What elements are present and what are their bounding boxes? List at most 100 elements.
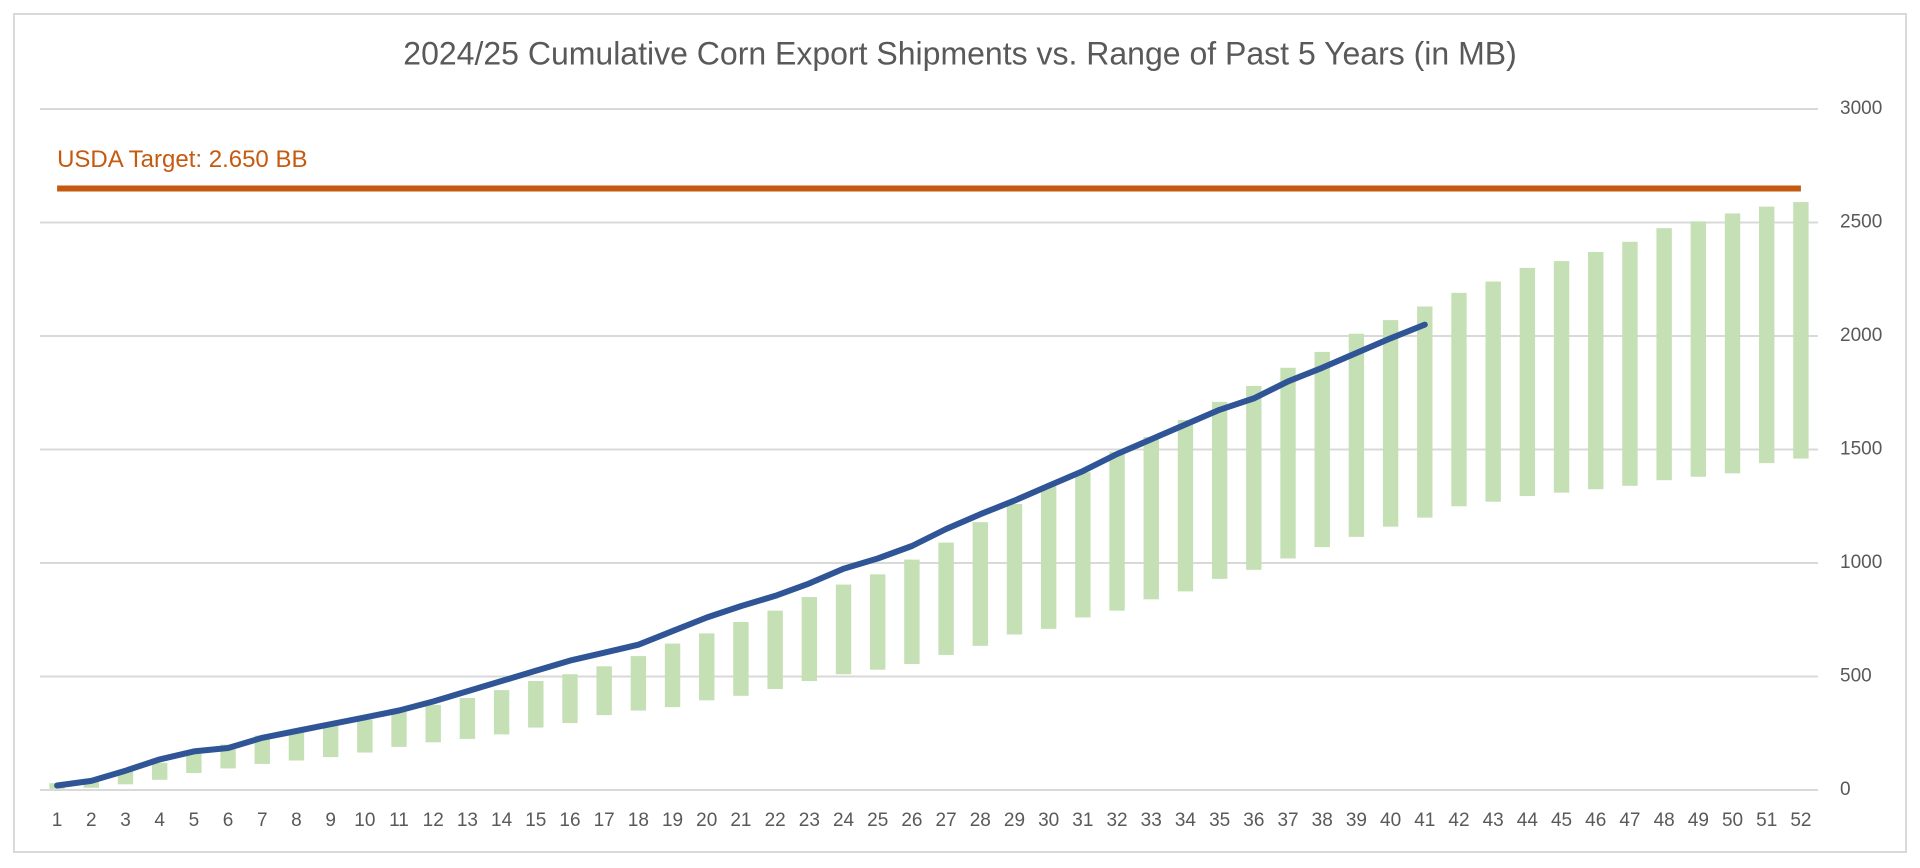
x-tick-label: 15 [525, 810, 546, 831]
x-tick-label: 9 [325, 810, 336, 831]
x-tick-label: 13 [457, 810, 478, 831]
range-bar [801, 597, 818, 682]
range-bar [972, 522, 988, 646]
range-bar [1143, 437, 1159, 600]
x-tick-label: 8 [291, 810, 302, 831]
range-bar [767, 610, 783, 689]
y-tick-label: 1500 [1840, 439, 1882, 460]
range-bar [1314, 351, 1330, 548]
range-bar [870, 574, 886, 670]
y-tick-label: 2000 [1840, 325, 1882, 346]
range-bar [493, 690, 510, 735]
x-tick-label: 47 [1619, 810, 1640, 831]
x-tick-label: 40 [1380, 810, 1401, 831]
range-bar [1656, 228, 1672, 481]
range-bar [630, 656, 647, 711]
x-tick-label: 28 [970, 810, 991, 831]
range-bar [1553, 261, 1570, 493]
range-bar [425, 704, 441, 743]
range-bar [1690, 221, 1707, 477]
y-tick-label: 0 [1840, 779, 1851, 800]
range-bar [1451, 292, 1467, 507]
x-tick-label: 29 [1004, 810, 1025, 831]
range-bar [1588, 252, 1604, 490]
x-tick-label: 27 [936, 810, 957, 831]
x-tick-label: 11 [389, 810, 409, 831]
x-tick-label: 43 [1483, 810, 1504, 831]
x-tick-label: 14 [491, 810, 513, 831]
range-bar [1793, 202, 1809, 459]
range-bar [664, 643, 681, 708]
range-bar [596, 666, 612, 716]
range-bar [1724, 213, 1741, 474]
x-tick-label: 42 [1448, 810, 1469, 831]
x-tick-label: 36 [1243, 810, 1264, 831]
range-bar [1075, 472, 1091, 618]
x-tick-label: 18 [628, 810, 649, 831]
range-bar [904, 559, 920, 665]
x-tick-label: 1 [52, 810, 63, 831]
x-tick-label: 16 [559, 810, 580, 831]
x-tick-label: 39 [1346, 810, 1367, 831]
range-bar [1759, 206, 1775, 464]
x-tick-label: 6 [223, 810, 234, 831]
x-tick-label: 50 [1722, 810, 1743, 831]
x-tick-label: 22 [765, 810, 786, 831]
x-tick-label: 21 [730, 810, 751, 831]
x-tick-label: 35 [1209, 810, 1230, 831]
range-bar [1348, 333, 1365, 537]
x-tick-label: 5 [189, 810, 200, 831]
x-tick-label: 10 [354, 810, 375, 831]
x-tick-label: 38 [1312, 810, 1333, 831]
range-bar [322, 724, 339, 758]
line-series [54, 321, 1428, 789]
x-tick-label: 45 [1551, 810, 1572, 831]
range-bar [699, 633, 715, 701]
range-bar [938, 542, 954, 655]
range-bar [733, 622, 749, 696]
x-tick-label: 44 [1517, 810, 1539, 831]
x-tick-label: 30 [1038, 810, 1059, 831]
range-bar [1211, 401, 1228, 579]
x-tick-label: 48 [1654, 810, 1675, 831]
range-bar [186, 753, 202, 773]
x-tick-label: 24 [833, 810, 855, 831]
range-bar [1382, 320, 1399, 527]
range-bar [835, 584, 852, 675]
range-bar [562, 674, 578, 724]
x-tick-label: 49 [1688, 810, 1709, 831]
x-tick-label: 23 [799, 810, 820, 831]
y-tick-label: 2500 [1840, 212, 1882, 233]
range-bar [1519, 267, 1536, 497]
range-bar [1246, 385, 1262, 570]
x-tick-label: 51 [1756, 810, 1777, 831]
x-tick-label: 12 [423, 810, 444, 831]
x-tick-label: 26 [901, 810, 922, 831]
y-tick-label: 3000 [1840, 98, 1882, 119]
x-tick-label: 19 [662, 810, 683, 831]
range-bar [357, 719, 373, 753]
y-tick-label: 1000 [1840, 552, 1882, 573]
x-tick-label: 34 [1175, 810, 1197, 831]
range-bar [1485, 281, 1501, 502]
x-tick-label: 25 [867, 810, 888, 831]
y-tick-label: 500 [1840, 666, 1872, 687]
range-bar [1622, 241, 1638, 486]
range-bar [459, 698, 476, 739]
range-bar [1006, 503, 1023, 635]
x-tick-label: 4 [154, 810, 165, 831]
x-tick-label: 20 [696, 810, 717, 831]
x-tick-label: 2 [86, 810, 97, 831]
range-bar [1109, 451, 1125, 611]
x-tick-label: 3 [120, 810, 131, 831]
range-bar [1280, 367, 1296, 559]
range-bar [1177, 419, 1194, 592]
range-bar [391, 711, 407, 747]
range-bar [151, 762, 168, 780]
x-tick-label: 46 [1585, 810, 1606, 831]
chart-title: 2024/25 Cumulative Corn Export Shipments… [403, 35, 1516, 71]
range-bar [288, 730, 305, 761]
chart-frame [13, 13, 1907, 853]
x-tick-label: 17 [594, 810, 615, 831]
